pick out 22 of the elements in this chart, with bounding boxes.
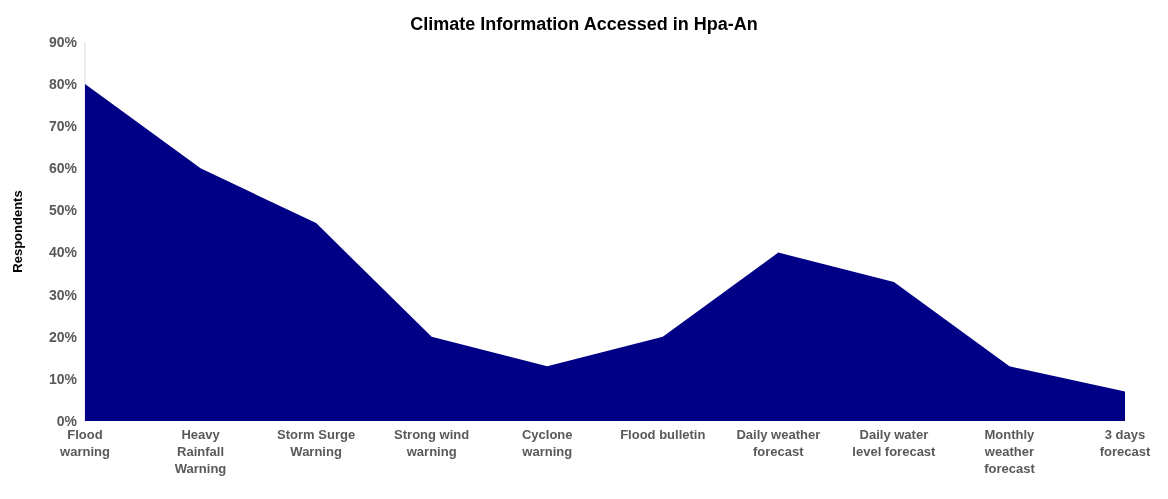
chart-title: Climate Information Accessed in Hpa-An: [410, 14, 758, 34]
y-tick-label: 70%: [48, 118, 78, 135]
y-tick-label: 50%: [48, 202, 78, 219]
y-tick-label: 60%: [48, 160, 78, 177]
y-tick-label: 90%: [48, 33, 78, 50]
x-tick-label: Storm Surge Warning: [277, 427, 356, 459]
y-tick-label: 10%: [48, 370, 78, 387]
x-tick-label: Monthly weather forecast: [983, 427, 1036, 476]
y-tick-label: 30%: [48, 286, 78, 303]
x-tick-label: Flood bulletin: [620, 427, 706, 442]
y-tick-label: 20%: [48, 328, 78, 345]
x-tick-label: Daily weather forecast: [736, 427, 821, 459]
x-tick-label: Strong wind warning: [394, 427, 470, 459]
y-tick-label: 0%: [56, 412, 78, 429]
x-tick-label: Cyclone warning: [521, 427, 573, 459]
y-tick-label: 80%: [48, 76, 78, 93]
x-tick-label: Daily water level forecast: [852, 427, 937, 459]
y-tick-label: 40%: [48, 244, 78, 261]
y-axis-title: Respondents: [10, 190, 25, 273]
x-tick-label: Heavy Rainfall Warning: [174, 427, 227, 476]
x-tick-label: Flood warning: [59, 427, 110, 459]
x-tick-label: 3 days forecast: [1099, 427, 1151, 459]
